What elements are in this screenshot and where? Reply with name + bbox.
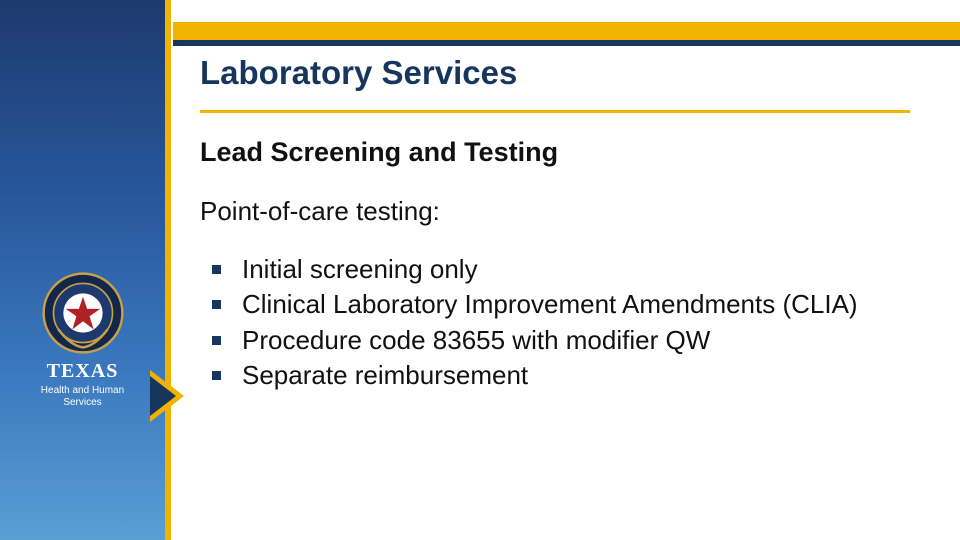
brand-agency: Health and Human Services [30, 385, 135, 409]
list-item: Separate reimbursement [208, 359, 910, 392]
section-heading: Lead Screening and Testing [200, 137, 910, 168]
seal-icon [42, 272, 124, 354]
page-title: Laboratory Services [200, 54, 910, 113]
chevron-icon-inner [150, 376, 176, 416]
agency-brand: TEXAS Health and Human Services [30, 272, 135, 409]
content-area: Laboratory Services Lead Screening and T… [200, 54, 910, 394]
list-item: Procedure code 83655 with modifier QW [208, 324, 910, 357]
lead-text: Point-of-care testing: [200, 196, 910, 227]
slide: TEXAS Health and Human Services Laborato… [0, 0, 960, 540]
list-item: Clinical Laboratory Improvement Amendmen… [208, 288, 910, 321]
brand-state: TEXAS [30, 360, 135, 383]
bullet-list: Initial screening only Clinical Laborato… [200, 253, 910, 392]
sidebar-band [0, 0, 165, 540]
list-item: Initial screening only [208, 253, 910, 286]
sidebar-edge-white [171, 0, 173, 540]
